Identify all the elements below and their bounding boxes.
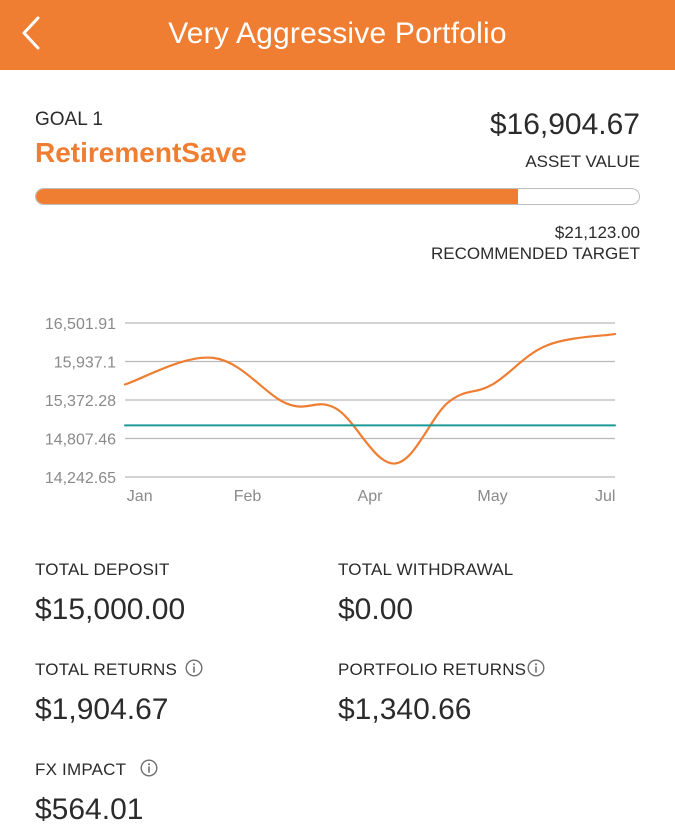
x-axis-tick-label: Feb <box>234 488 262 505</box>
y-axis-tick-label: 14,807.46 <box>45 432 116 449</box>
portfolio-returns-label: PORTFOLIO RETURNS <box>338 660 527 679</box>
total-returns-label: TOTAL RETURNS <box>35 660 178 679</box>
asset-value: $16,904.67 <box>489 108 640 141</box>
info-icon[interactable] <box>185 659 203 677</box>
y-axis-tick-label: 16,501.91 <box>45 316 116 333</box>
recommended-target-caption: RECOMMENDED TARGET <box>430 244 640 263</box>
app-bar: Very Aggressive Portfolio <box>0 0 675 70</box>
portfolio-value-line <box>123 332 617 465</box>
goal-progress-fill <box>36 189 519 204</box>
x-axis-tick-label: May <box>477 488 507 505</box>
fx-impact-value: $564.01 <box>35 793 144 826</box>
portfolio-returns-value: $1,340.66 <box>338 693 472 726</box>
total-withdrawal-value: $0.00 <box>338 593 414 626</box>
portfolio-value-chart: 16,501.91 15,937.1 15,372.28 14,807.46 14,24… <box>45 316 617 505</box>
y-axis-tick-label: 15,372.28 <box>45 393 116 410</box>
fx-impact-label: FX IMPACT <box>35 760 127 779</box>
total-withdrawal-label: TOTAL WITHDRAWAL <box>338 560 514 579</box>
back-button[interactable] <box>14 12 54 56</box>
x-axis-tick-label: Jan <box>127 488 153 505</box>
recommended-target-value: $21,123.00 <box>554 223 640 242</box>
chevron-left-icon <box>22 16 40 50</box>
total-deposit-label: TOTAL DEPOSIT <box>35 560 170 579</box>
goal-label: GOAL 1 <box>35 109 103 130</box>
goal-progress-bar <box>35 188 640 205</box>
page-title: Very Aggressive Portfolio <box>168 17 507 50</box>
total-returns-value: $1,904.67 <box>35 693 169 726</box>
x-axis-tick-label: Apr <box>358 488 384 505</box>
x-axis-tick-label: Jul <box>595 488 615 505</box>
asset-value-caption: ASSET VALUE <box>525 152 640 171</box>
info-icon[interactable] <box>140 759 158 777</box>
total-deposit-value: $15,000.00 <box>35 593 186 626</box>
y-axis-tick-label: 15,937.1 <box>54 355 116 372</box>
y-axis-tick-label: 14,242.65 <box>45 470 116 487</box>
info-icon[interactable] <box>527 659 545 677</box>
goal-name: RetirementSave <box>35 137 247 168</box>
